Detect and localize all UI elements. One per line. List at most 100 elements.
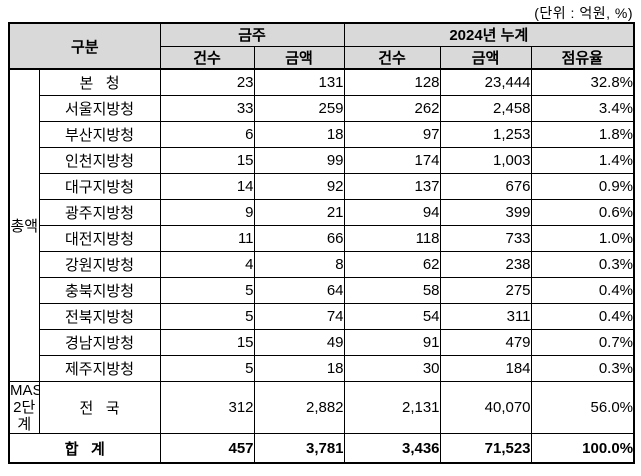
mas-label-line2: 2단계 xyxy=(13,398,36,433)
cum-cases-cell: 91 xyxy=(343,328,441,356)
week-cases-cell: 5 xyxy=(159,276,255,304)
unit-note: (단위 : 억원, %) xyxy=(534,5,633,21)
week-amount-cell: 64 xyxy=(253,276,345,304)
cum-cases-cell: 262 xyxy=(343,94,441,122)
table-row-chungbuk: 충북지방청 5 64 58 275 0.4% xyxy=(9,276,635,304)
cum-cases-cell: 118 xyxy=(343,224,441,252)
table-row-grand-total: 합 계 457 3,781 3,436 71,523 100.0% xyxy=(7,433,635,464)
week-cases-cell: 9 xyxy=(159,198,255,226)
cum-amount-cell: 23,444 xyxy=(439,68,532,96)
share-cell: 32.8% xyxy=(530,68,635,96)
week-amount-cell: 49 xyxy=(253,328,345,356)
table-row-gwangju: 광주지방청 9 21 94 399 0.6% xyxy=(9,198,635,226)
cum-cases-cell: 58 xyxy=(343,276,441,304)
cum-cases-cell: 30 xyxy=(343,354,441,382)
region-name-cell: 본 청 xyxy=(38,68,161,96)
cum-cases-total-cell: 3,436 xyxy=(343,433,441,464)
header-share: 점유율 xyxy=(530,45,635,70)
cum-amount-cell: 184 xyxy=(439,354,532,382)
region-name-cell: 강원지방청 xyxy=(38,250,161,278)
week-cases-cell: 5 xyxy=(159,302,255,330)
cum-amount-cell: 275 xyxy=(439,276,532,304)
week-amount-cell: 18 xyxy=(253,120,345,148)
share-cell: 1.4% xyxy=(530,146,635,174)
week-cases-cell: 14 xyxy=(159,172,255,200)
share-total-cell: 100.0% xyxy=(530,433,635,464)
week-cases-cell: 5 xyxy=(159,354,255,382)
cum-amount-cell: 479 xyxy=(439,328,532,356)
week-cases-cell: 4 xyxy=(159,250,255,278)
week-cases-cell: 312 xyxy=(159,380,255,435)
table-row-main-office: 총액 본 청 23 131 128 23,444 32.8% xyxy=(8,68,635,382)
table-row-daejeon: 대전지방청 11 66 118 733 1.0% xyxy=(9,224,635,252)
table-row-gyeongnam: 경남지방청 15 49 91 479 0.7% xyxy=(9,328,635,356)
table-row-jeju: 제주지방청 5 18 30 184 0.3% xyxy=(9,354,635,382)
header-row-2: 건수 금액 건수 금액 점유율 xyxy=(9,45,635,70)
table-row-busan: 부산지방청 6 18 97 1,253 1.8% xyxy=(9,120,635,148)
week-amount-cell: 131 xyxy=(253,68,345,96)
cum-cases-cell: 174 xyxy=(343,146,441,174)
header-cum-amount: 금액 xyxy=(439,45,532,70)
week-cases-cell: 33 xyxy=(159,94,255,122)
cum-cases-cell: 2,131 xyxy=(343,380,441,435)
region-name-cell: 충북지방청 xyxy=(38,276,161,304)
week-amount-cell: 74 xyxy=(253,302,345,330)
header-gubun: 구분 xyxy=(8,22,161,70)
region-name-cell: 경남지방청 xyxy=(38,328,161,356)
cum-cases-cell: 128 xyxy=(343,68,441,96)
week-amount-cell: 66 xyxy=(253,224,345,252)
share-cell: 0.6% xyxy=(530,198,635,226)
header-cum-cases: 건수 xyxy=(343,45,441,70)
header-cumulative-2024: 2024년 누계 xyxy=(343,22,635,47)
header-week-cases: 건수 xyxy=(159,45,255,70)
week-cases-total-cell: 457 xyxy=(159,433,255,464)
region-name-cell: 제주지방청 xyxy=(38,354,161,382)
region-name-cell: 대전지방청 xyxy=(38,224,161,252)
share-cell: 0.3% xyxy=(530,250,635,278)
table-row-seoul: 서울지방청 33 259 262 2,458 3.4% xyxy=(9,94,635,122)
cum-amount-cell: 238 xyxy=(439,250,532,278)
total-label: 합 계 xyxy=(7,433,161,464)
week-cases-cell: 15 xyxy=(159,328,255,356)
week-amount-cell: 18 xyxy=(253,354,345,382)
region-name-cell: 전북지방청 xyxy=(38,302,161,330)
week-cases-cell: 6 xyxy=(159,120,255,148)
header-week-amount: 금액 xyxy=(253,45,345,70)
week-amount-cell: 92 xyxy=(253,172,345,200)
table-row-incheon: 인천지방청 15 99 174 1,003 1.4% xyxy=(9,146,635,174)
share-cell: 0.9% xyxy=(530,172,635,200)
cum-cases-cell: 94 xyxy=(343,198,441,226)
cum-cases-cell: 54 xyxy=(343,302,441,330)
cum-amount-cell: 1,003 xyxy=(439,146,532,174)
share-cell: 3.4% xyxy=(530,94,635,122)
cum-amount-cell: 399 xyxy=(439,198,532,226)
cum-amount-cell: 733 xyxy=(439,224,532,252)
region-name-cell: 인천지방청 xyxy=(38,146,161,174)
weekly-cumulative-summary-table: 구분 금주 2024년 누계 건수 금액 건수 금액 점유율 총액 본 청 23… xyxy=(7,22,636,464)
share-cell: 56.0% xyxy=(530,380,635,435)
week-amount-cell: 2,882 xyxy=(253,380,345,435)
share-cell: 0.4% xyxy=(530,302,635,330)
cum-amount-cell: 1,253 xyxy=(439,120,532,148)
region-name-cell: 서울지방청 xyxy=(38,94,161,122)
cum-amount-cell: 311 xyxy=(439,302,532,330)
cum-amount-cell: 40,070 xyxy=(439,380,532,435)
group-label-total-amount: 총액 xyxy=(8,68,40,382)
week-amount-total-cell: 3,781 xyxy=(253,433,345,464)
region-name-cell: 광주지방청 xyxy=(38,198,161,226)
region-name-cell: 대구지방청 xyxy=(38,172,161,200)
cum-amount-cell: 676 xyxy=(439,172,532,200)
region-name-cell: 부산지방청 xyxy=(38,120,161,148)
share-cell: 1.0% xyxy=(530,224,635,252)
header-row-1: 구분 금주 2024년 누계 xyxy=(8,22,635,70)
share-cell: 1.8% xyxy=(530,120,635,148)
cum-cases-cell: 97 xyxy=(343,120,441,148)
table-row-jeonbuk: 전북지방청 5 74 54 311 0.4% xyxy=(9,302,635,330)
week-amount-cell: 259 xyxy=(253,94,345,122)
cum-cases-cell: 62 xyxy=(343,250,441,278)
week-cases-cell: 11 xyxy=(159,224,255,252)
share-cell: 0.4% xyxy=(530,276,635,304)
region-name-cell: 전 국 xyxy=(38,380,161,435)
table-row-gangwon: 강원지방청 4 8 62 238 0.3% xyxy=(9,250,635,278)
cum-amount-total-cell: 71,523 xyxy=(439,433,532,464)
